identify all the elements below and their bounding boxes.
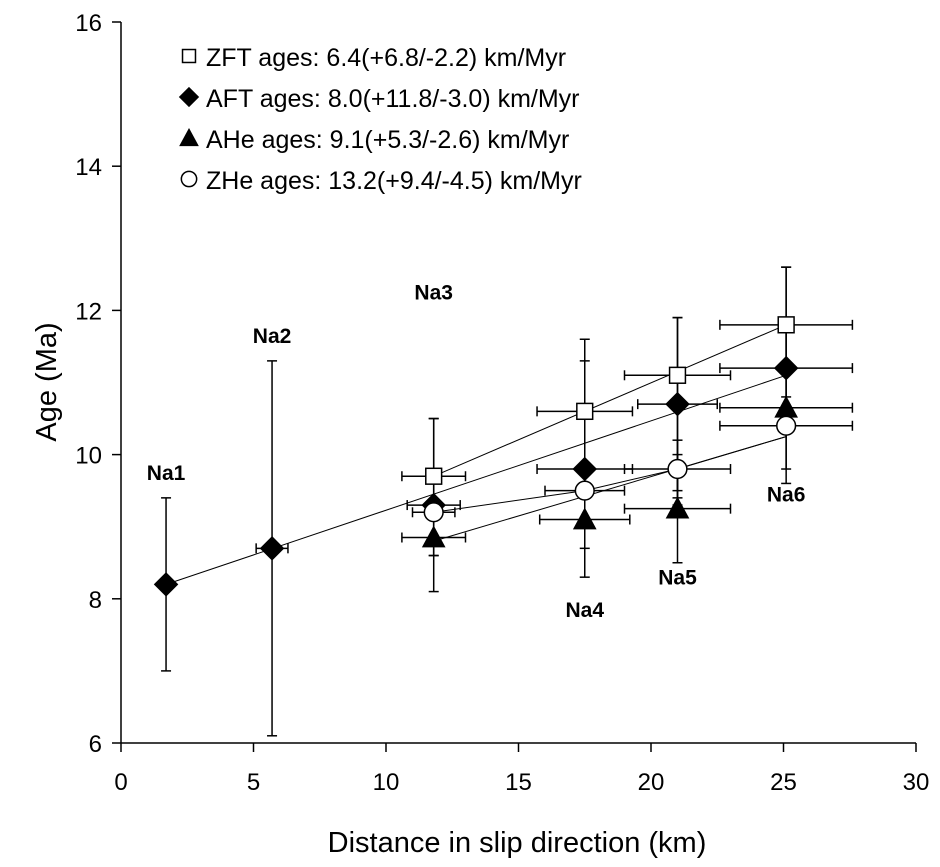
- y-tick-label: 12: [75, 298, 102, 325]
- legend-entry-label: AFT ages: 8.0(+11.8/-3.0) km/Myr: [206, 85, 580, 113]
- sample-label: Na1: [147, 462, 186, 485]
- data-point-filled-diamond: [259, 536, 285, 561]
- data-point-filled-triangle: [665, 496, 690, 519]
- fit-line: [165, 374, 787, 585]
- y-tick-label: 14: [75, 154, 102, 181]
- sample-label: Na3: [414, 282, 453, 305]
- data-point-open-circle: [423, 502, 444, 523]
- sample-label: Na2: [253, 325, 292, 348]
- data-point-open-square: [777, 316, 795, 334]
- data-point-open-circle: [776, 415, 797, 436]
- y-axis-title: Age (Ma): [31, 322, 63, 441]
- data-point-open-circle: [574, 480, 595, 501]
- data-point-filled-triangle: [421, 525, 446, 548]
- data-point-open-circle: [667, 458, 688, 480]
- sample-label: Na4: [565, 599, 604, 622]
- data-point-open-square: [576, 402, 594, 421]
- data-point-open-square: [425, 467, 443, 485]
- x-tick-label: 30: [903, 769, 930, 796]
- data-point-filled-diamond: [773, 355, 799, 381]
- y-tick-label: 16: [75, 10, 102, 37]
- data-point-open-square: [668, 366, 687, 384]
- y-tick-label: 8: [89, 587, 102, 614]
- x-tick-label: 5: [247, 769, 260, 796]
- x-tick-label: 0: [114, 769, 127, 796]
- data-point-filled-triangle: [179, 127, 199, 147]
- data-point-filled-triangle: [572, 507, 597, 530]
- fit-line: [433, 436, 787, 513]
- legend-entry-label: ZFT ages: 6.4(+6.8/-2.2) km/Myr: [206, 44, 566, 72]
- x-tick-label: 10: [373, 769, 400, 796]
- legend-entry-label: AHe ages: 9.1(+5.3/-2.6) km/Myr: [206, 126, 569, 154]
- fit-lines: [165, 324, 787, 585]
- x-tick-label: 25: [770, 769, 797, 796]
- legend: ZFT ages: 6.4(+6.8/-2.2) km/Myr AFT ages:…: [178, 44, 582, 195]
- sample-label: Na5: [658, 566, 697, 589]
- x-tick-label: 15: [505, 769, 532, 796]
- data-point-open-square: [181, 48, 197, 64]
- data-markers: [153, 316, 799, 597]
- data-point-filled-diamond: [665, 391, 690, 417]
- x-tick-label: 20: [638, 769, 665, 796]
- sample-label: Na6: [767, 483, 806, 506]
- sample-labels: Na1 Na2 Na3 Na4 Na5 Na6: [147, 282, 806, 622]
- y-tick-label: 6: [89, 731, 102, 758]
- legend-entry-label: ZHe ages: 13.2(+9.4/-4.5) km/Myr: [206, 167, 582, 195]
- data-point-filled-diamond: [572, 456, 598, 482]
- x-axis-title: Distance in slip direction (km): [328, 827, 707, 859]
- data-point-filled-diamond: [178, 86, 200, 108]
- data-point-filled-triangle: [774, 395, 798, 418]
- fit-line: [433, 324, 787, 477]
- axes: 0 5 10 15 20 25 30 6 8 10 12 14 16: [75, 10, 929, 796]
- data-point-open-circle: [180, 170, 198, 188]
- y-tick-label: 10: [75, 443, 102, 470]
- data-point-filled-diamond: [153, 572, 179, 597]
